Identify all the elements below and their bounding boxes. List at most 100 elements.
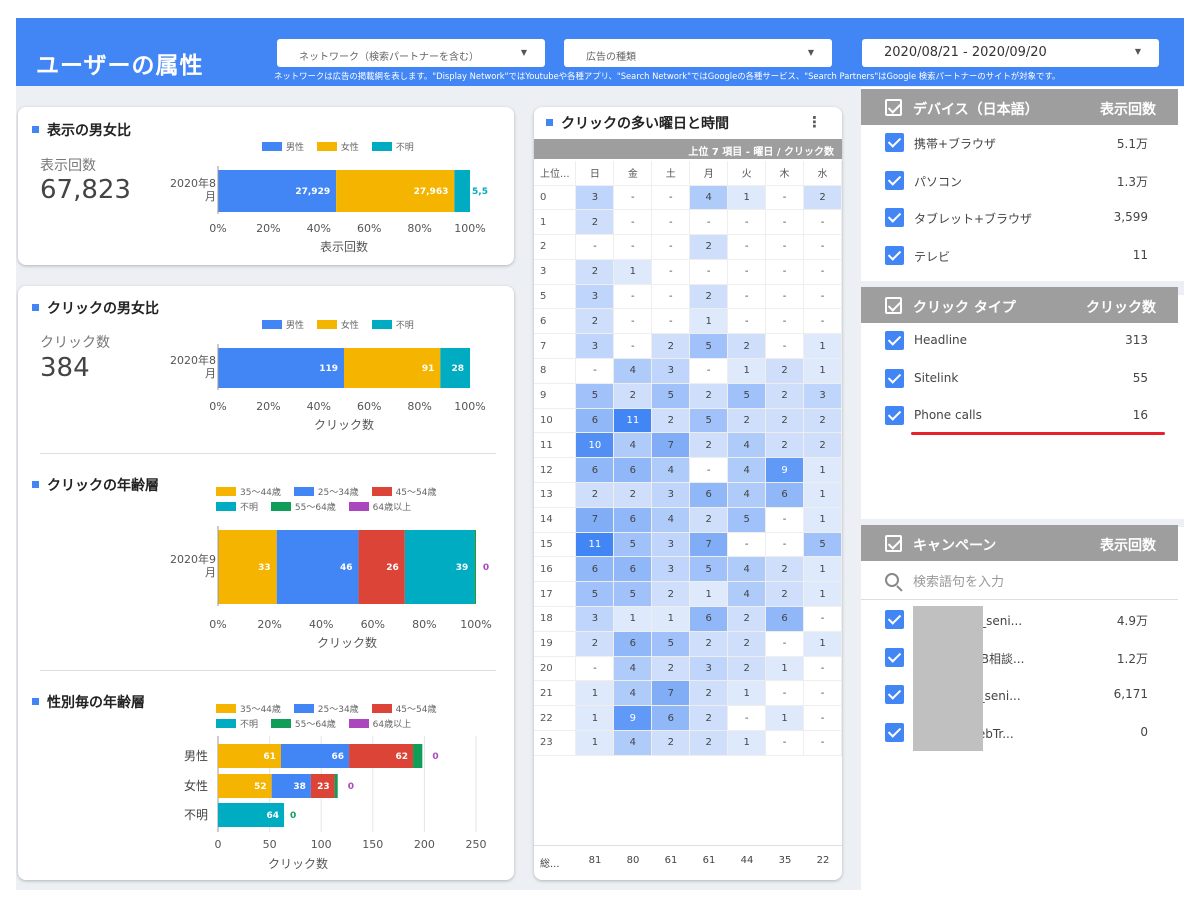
category-label: 2020年8 月 [170, 353, 216, 380]
device-item[interactable]: タブレット+ブラウザ 3,599 [861, 200, 1178, 236]
heatmap-cell: 3 [575, 284, 615, 310]
heatmap-cell: 6 [575, 408, 615, 434]
heatmap-total-value: 80 [626, 855, 640, 866]
heatmap-row-label: 20 [534, 656, 577, 682]
heatmap-cell: 2 [575, 209, 615, 236]
heatmap-row: 20-4 2 3 2 1- [534, 656, 842, 682]
click-type-item[interactable]: Headline 313 [861, 323, 1178, 359]
heatmap-cell: 3 [651, 358, 691, 384]
bar-data-label: 0 [483, 563, 489, 573]
legend-item-male: 男性 [262, 318, 304, 331]
checkbox-checked-icon[interactable] [885, 170, 904, 190]
heatmap-title: クリックの多い曜日と時間 [546, 113, 729, 133]
bar-data-label: 64 [267, 811, 280, 821]
checkbox-checked-icon[interactable] [885, 406, 904, 425]
checkbox-checked-icon[interactable] [885, 368, 904, 388]
device-filter-header[interactable]: デバイス（日本語） 表示回数 [861, 89, 1178, 125]
heatmap-cell: - [765, 234, 805, 260]
click-type-item-value: 55 [1132, 370, 1148, 385]
x-tick-label: 100% [460, 618, 491, 631]
heatmap-row-label: 1 [534, 209, 577, 236]
bar-segment [276, 530, 359, 604]
heatmap-row-label: 10 [534, 408, 577, 434]
click-type-item[interactable]: Phone calls 16 [861, 398, 1178, 434]
checkbox-checked-icon[interactable] [885, 610, 904, 629]
page-title: ユーザーの属性 [36, 53, 204, 79]
select-all-checkbox[interactable] [885, 99, 902, 116]
section-marker-icon [546, 119, 553, 126]
select-all-checkbox[interactable] [885, 535, 902, 552]
checkbox-checked-icon[interactable] [885, 245, 904, 265]
heatmap-cell: 5 [651, 383, 691, 409]
heatmap-cell: 6 [765, 606, 805, 632]
campaign-item[interactable]: ミナー_DSP_seni...4.9万 [861, 602, 1178, 638]
campaign-search-input[interactable] [913, 572, 1143, 592]
heatmap-total-value: 81 [588, 855, 602, 866]
checkbox-checked-icon[interactable] [885, 331, 904, 350]
heatmap-cell: 11 [613, 408, 653, 434]
heatmap-cell: 2 [765, 358, 805, 384]
heatmap-cell: 6 [689, 482, 729, 508]
heatmap-cell: 4 [613, 730, 653, 756]
heatmap-cell: - [803, 284, 842, 310]
network-filter-dropdown[interactable]: ネットワーク（検索パートナーを含む） ▼ [277, 39, 545, 67]
heatmap-cell: 1 [765, 705, 805, 732]
impressions-metric-value: 67,823 [40, 175, 131, 205]
x-tick-label: 200 [414, 838, 435, 851]
device-item-value: 5.1万 [1116, 137, 1148, 151]
click-type-filter-header[interactable]: クリック タイプ クリック数 [861, 287, 1178, 323]
heatmap-row-label: 6 [534, 308, 577, 335]
heatmap-cell: - [651, 284, 691, 310]
heatmap-row-label: 3 [534, 259, 577, 285]
heatmap-cell: - [727, 705, 767, 732]
campaign-item[interactable]: ティングWEB相談...1.2万 [861, 640, 1178, 676]
legend-item-unknown: 不明 [371, 318, 414, 331]
network-note: ネットワークは広告の掲載網を表します。"Display Network"ではYo… [274, 71, 1061, 81]
click-type-item-value: 16 [1132, 408, 1148, 422]
heatmap-cell: 4 [613, 358, 653, 384]
x-tick-label: 50 [263, 838, 277, 851]
heatmap-cell: 1 [803, 631, 842, 657]
legend-item-35-44: 35～44歳 [216, 703, 281, 718]
select-all-checkbox[interactable] [885, 297, 902, 314]
checkbox-checked-icon[interactable] [885, 208, 904, 227]
heatmap-row: 11 10 4 7 2 4 2 2 [534, 432, 842, 459]
more-vert-icon[interactable]: ⋮ [807, 113, 822, 131]
heatmap-cell: 5 [613, 532, 653, 558]
heatmap-cell: 1 [803, 556, 842, 583]
heatmap-cell: 4 [613, 680, 653, 707]
checkbox-checked-icon[interactable] [885, 722, 904, 742]
ad-type-filter-dropdown[interactable]: 広告の種類 ▼ [564, 39, 832, 67]
heatmap-column-header: 火 [727, 161, 767, 186]
device-item[interactable]: テレビ 11 [861, 238, 1178, 274]
checkbox-checked-icon[interactable] [885, 647, 904, 667]
bar-segment [218, 170, 337, 212]
heatmap-cell: 6 [575, 457, 615, 484]
gender-age-legend: 35～44歳 25～34歳 45～54歳 不明 55～64歳 64歳以上 [216, 703, 446, 733]
campaign-item[interactable]: ミナー_TXT_seni...6,171 [861, 677, 1178, 713]
heatmap-cell: 7 [575, 507, 615, 533]
heatmap-cell: - [651, 259, 691, 285]
bar-data-label: 33 [258, 563, 271, 573]
heatmap-cell: - [689, 457, 729, 484]
campaign-item[interactable]: まづくり_webTr...0 [861, 715, 1178, 751]
bar-data-label: 26 [386, 563, 399, 573]
checkbox-checked-icon[interactable] [885, 685, 904, 704]
click-type-item[interactable]: Sitelink 55 [861, 361, 1178, 397]
heatmap-total-label: 総... [540, 859, 560, 870]
date-range-picker[interactable]: 2020/08/21 - 2020/09/20 ▼ [862, 39, 1159, 67]
campaign-filter-header[interactable]: キャンペーン 表示回数 [861, 525, 1178, 561]
panel-gap [861, 519, 1184, 527]
bar-segment [218, 744, 281, 768]
device-item[interactable]: パソコン 1.3万 [861, 163, 1178, 199]
redaction-block [913, 606, 983, 751]
heatmap-cell: 1 [727, 680, 767, 707]
heatmap-cell: 2 [803, 185, 842, 211]
heatmap-total-value: 44 [740, 855, 754, 866]
heatmap-cell: 5 [689, 556, 729, 583]
device-item[interactable]: 携帯+ブラウザ 5.1万 [861, 125, 1178, 161]
checkbox-checked-icon[interactable] [885, 133, 904, 152]
heatmap-row-label: 7 [534, 333, 577, 360]
